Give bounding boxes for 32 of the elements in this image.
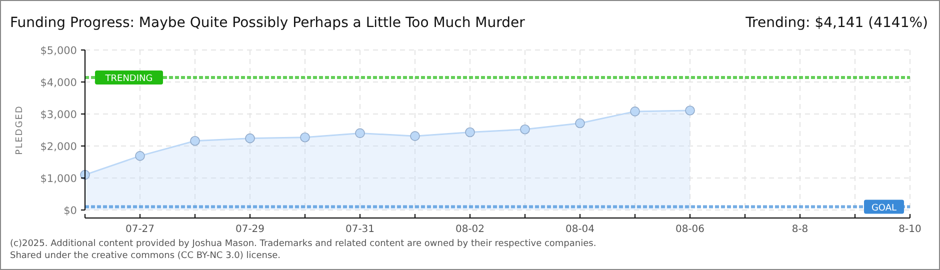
x-tick-label: 07-29 <box>235 224 265 235</box>
x-tick-label: 8-10 <box>898 224 922 235</box>
x-tick-label: 07-27 <box>125 224 155 235</box>
y-tick-label: $2,000 <box>40 141 77 153</box>
ref-line-label: TRENDING <box>104 74 153 84</box>
x-tick-label: 08-02 <box>455 224 485 235</box>
y-axis-title: PLEDGED <box>15 105 25 155</box>
point <box>245 133 255 144</box>
point <box>465 127 475 138</box>
point <box>300 132 310 142</box>
point <box>355 128 365 138</box>
x-tick-label: 08-06 <box>675 224 705 235</box>
point <box>520 124 530 134</box>
x-tick-label: 08-04 <box>565 224 595 235</box>
chart-title: Funding Progress: Maybe Quite Possibly Perhaps a Little Too Much Murder <box>10 15 526 31</box>
y-tick-label: $5,000 <box>40 45 77 57</box>
point <box>630 106 640 116</box>
ref-line-label: GOAL <box>871 203 897 214</box>
chart-subtitle: Trending: $4,141 (4141%) <box>744 15 928 31</box>
y-tick-label: $0 <box>64 205 77 217</box>
y-tick-label: $4,000 <box>40 77 77 89</box>
text: (c)2025. Additional content provided by Joshua Mason. Trademarks and related content are owned by their respective companies. <box>10 239 596 249</box>
point <box>575 118 585 128</box>
text: Shared under the creative commons (CC BY-NC 3.0) license. <box>10 251 281 261</box>
x-tick-label: 07-31 <box>345 224 375 235</box>
x-tick-label: 8-8 <box>792 224 808 235</box>
point <box>190 136 200 146</box>
point <box>685 106 695 116</box>
y-tick-label: $1,000 <box>40 173 77 185</box>
point <box>410 131 420 141</box>
y-tick-label: $3,000 <box>40 109 77 121</box>
point <box>135 151 145 161</box>
